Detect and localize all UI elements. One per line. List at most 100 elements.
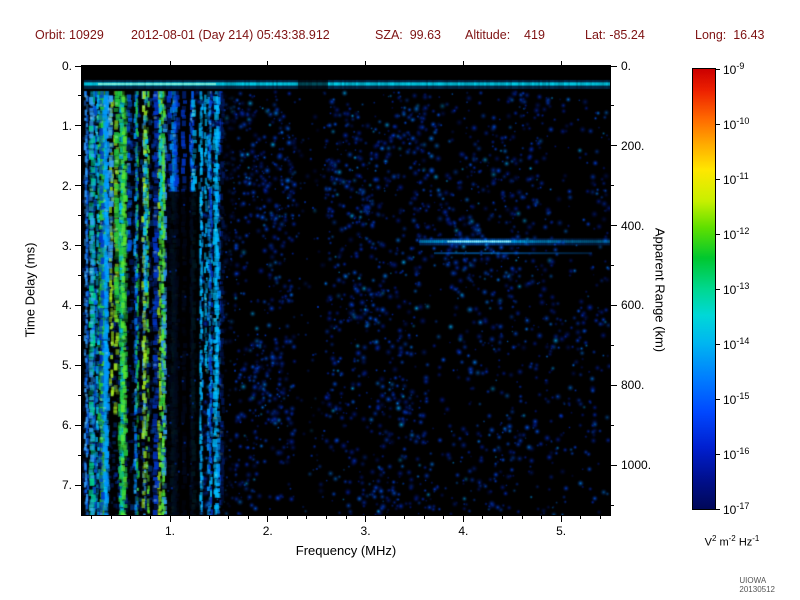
header-orbit: Orbit: 10929 [35, 28, 104, 42]
unit-exponent: 2 [711, 534, 717, 543]
y-right-minor-tick [611, 424, 614, 426]
x-tick-top [365, 61, 367, 65]
unit-base: Hz [735, 536, 753, 549]
header-sza: SZA: 99.63 [375, 28, 442, 42]
colorbar-mantissa: 10 [723, 393, 737, 407]
x-tick-label: 5. [556, 524, 567, 538]
y-right-minor-tick [611, 105, 614, 107]
unit-exponent: -2 [728, 534, 736, 543]
x-minor-tick [482, 516, 484, 519]
x-tick-top [462, 61, 464, 65]
y-left-minor-tick [78, 215, 81, 217]
x-minor-tick [521, 516, 523, 519]
y-left-tick [75, 484, 81, 486]
x-tick-label: 2. [262, 524, 273, 538]
colorbar-mantissa: 10 [723, 283, 737, 297]
y-right-minor-tick [611, 265, 614, 267]
x-minor-tick [423, 516, 425, 519]
y-right-tick-label: 0. [621, 59, 632, 73]
y-left-tick [75, 364, 81, 366]
x-axis-title: Frequency (MHz) [295, 543, 397, 558]
x-minor-tick [443, 516, 445, 519]
colorbar-mantissa: 10 [723, 448, 737, 462]
y-right-minor-tick [611, 185, 614, 187]
colorbar-exponent: -11 [736, 171, 749, 181]
y-left-tick-label: 6. [61, 418, 72, 433]
colorbar-tick-label: 10-15 [723, 391, 749, 407]
x-tick-label: 1. [164, 524, 176, 538]
colorbar-exponent: -13 [736, 281, 750, 291]
unit-exponent: -1 [752, 534, 760, 543]
x-tick [560, 516, 562, 522]
x-minor-tick [110, 516, 112, 519]
x-minor-tick [149, 516, 151, 519]
x-tick-top [267, 61, 269, 65]
x-tick [267, 516, 269, 522]
x-tick-top [560, 61, 562, 65]
y-right-tick [611, 145, 617, 147]
colorbar-tick-label: 10-10 [723, 116, 749, 132]
spectrogram-canvas [82, 66, 610, 515]
y-right-tick [611, 225, 617, 227]
colorbar-tick [716, 453, 720, 455]
x-minor-tick [91, 516, 93, 519]
y-left-tick-label: 0. [61, 59, 72, 73]
colorbar-tick [716, 233, 720, 235]
y-left-tick-label: 1. [61, 118, 72, 133]
x-minor-tick [501, 516, 503, 519]
x-minor-tick [345, 516, 347, 519]
colorbar-tick-label: 10-17 [723, 501, 749, 517]
plot-frame [81, 65, 611, 516]
colorbar-tick [716, 123, 720, 125]
header-lat: Lat: -85.24 [585, 28, 645, 42]
x-minor-tick [228, 516, 230, 519]
x-minor-tick [286, 516, 288, 519]
colorbar-tick-label: 10-11 [723, 171, 749, 187]
x-minor-tick [599, 516, 601, 519]
y-left-tick-label: 5. [61, 358, 72, 373]
right-axis-title: Apparent Range (km) [652, 227, 668, 353]
x-tick-top [169, 61, 171, 65]
y-left-tick [75, 424, 81, 426]
y-right-tick-label: 400. [621, 218, 645, 233]
x-minor-tick [404, 516, 406, 519]
y-left-tick [75, 65, 81, 67]
y-left-tick-label: 2. [61, 178, 72, 193]
x-minor-tick [384, 516, 386, 519]
x-minor-tick [130, 516, 132, 519]
y-left-minor-tick [78, 334, 81, 336]
colorbar-tick-label: 10-14 [723, 336, 749, 352]
y-right-tick-label: 800. [621, 378, 645, 393]
y-left-minor-tick [78, 155, 81, 157]
y-right-tick [611, 65, 617, 67]
colorbar-exponent: -17 [736, 501, 750, 511]
y-right-tick-label: 600. [621, 298, 645, 313]
y-right-tick [611, 384, 617, 386]
colorbar-exponent: -12 [736, 226, 750, 236]
y-right-tick-label: 1000. [621, 458, 652, 473]
y-left-minor-tick [78, 95, 81, 97]
colorbar-exponent: -14 [736, 336, 750, 346]
colorbar-tick [716, 508, 720, 510]
x-minor-tick [306, 516, 308, 519]
x-tick-label: 4. [458, 524, 469, 538]
x-tick [365, 516, 367, 522]
y-right-tick [611, 464, 617, 466]
x-minor-tick [189, 516, 191, 519]
colorbar-canvas [692, 68, 716, 510]
x-tick [462, 516, 464, 522]
colorbar-tick-label: 10-9 [723, 61, 744, 77]
y-right-tick [611, 304, 617, 306]
y-right-tick-label: 200. [621, 138, 645, 153]
header-datetime: 2012-08-01 (Day 214) 05:43:38.912 [131, 28, 330, 42]
y-left-minor-tick [78, 275, 81, 277]
x-minor-tick [247, 516, 249, 519]
x-tick [169, 516, 171, 522]
colorbar-tick [716, 343, 720, 345]
left-axis-title: Time Delay (ms) [22, 242, 38, 338]
y-left-tick [75, 304, 81, 306]
y-right-minor-tick [611, 344, 614, 346]
colorbar-tick [716, 398, 720, 400]
colorbar-mantissa: 10 [723, 173, 737, 187]
